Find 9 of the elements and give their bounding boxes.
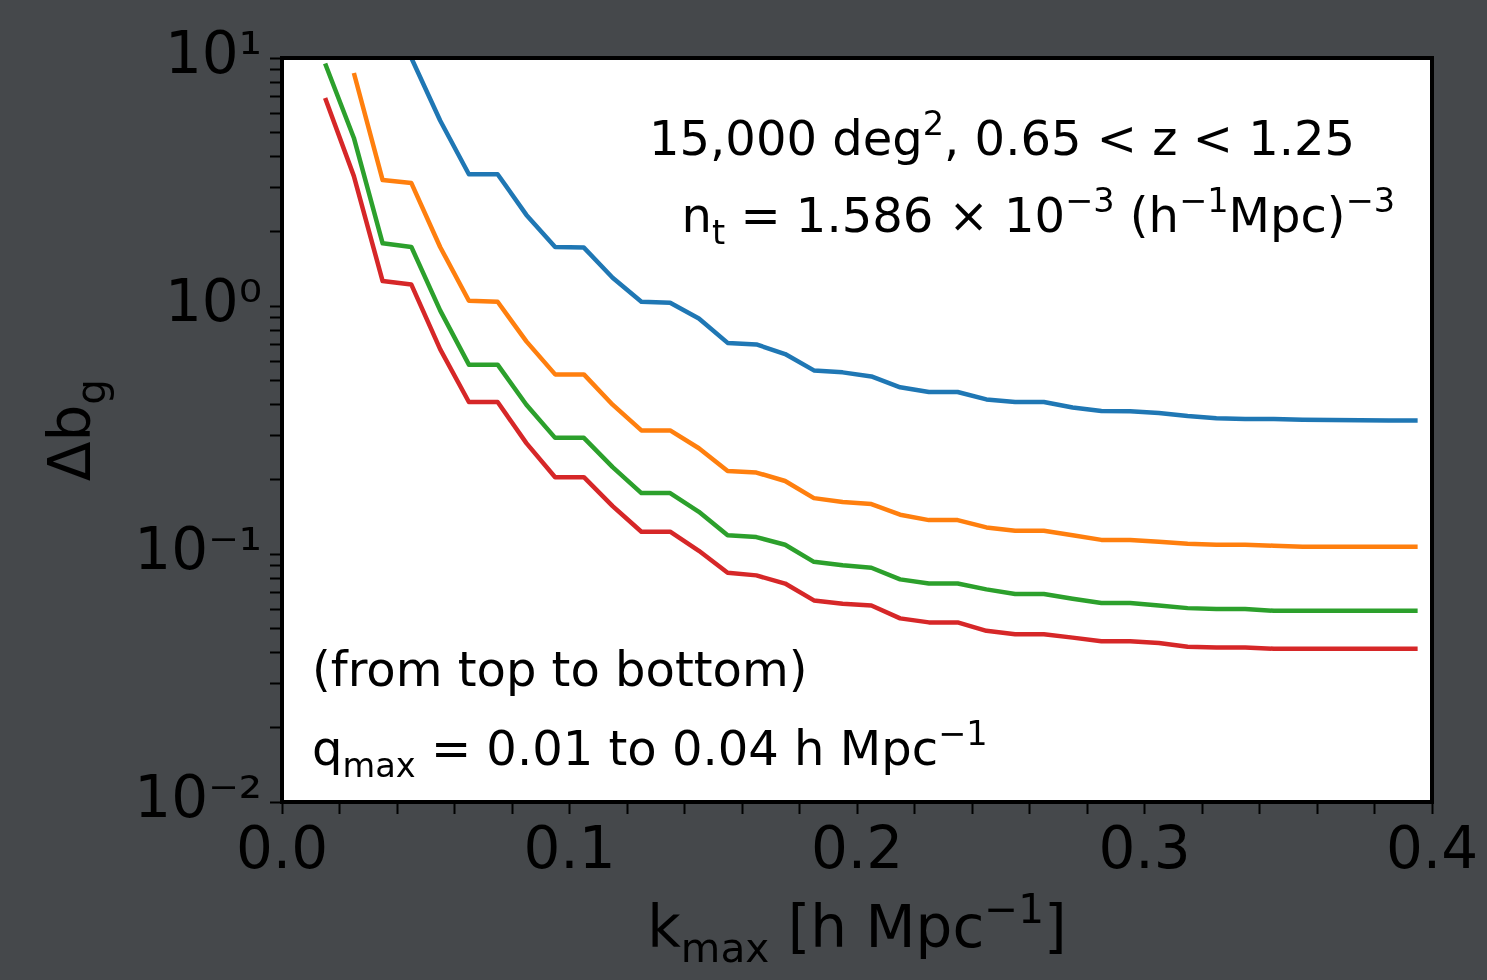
x-tick-label: 0.3 [1098, 813, 1191, 882]
x-tick-label: 0.1 [523, 813, 616, 882]
x-tick-label: 0.2 [810, 813, 904, 882]
y-tick-label: 10¹ [164, 19, 262, 88]
y-tick-label: 10⁰ [164, 267, 262, 336]
y-axis-title: Δbg [36, 378, 115, 482]
y-tick-label: 10⁻¹ [134, 515, 262, 584]
annotation: (from top to bottom) [312, 641, 808, 697]
x-tick-label: 0.4 [1385, 813, 1479, 882]
